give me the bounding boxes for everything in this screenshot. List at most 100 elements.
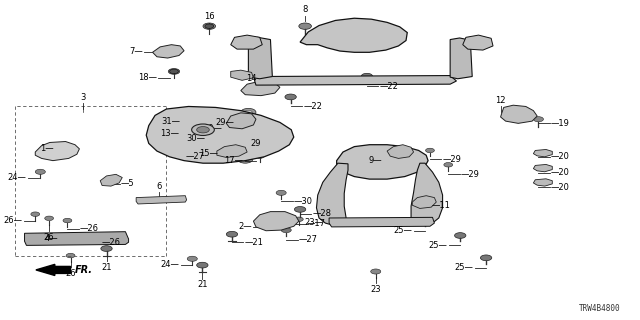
Text: 17—: 17—	[225, 156, 243, 165]
Polygon shape	[300, 18, 407, 52]
Circle shape	[347, 78, 352, 81]
Text: 29—: 29—	[216, 118, 234, 127]
Circle shape	[255, 154, 264, 158]
Polygon shape	[241, 81, 280, 96]
Text: FR.: FR.	[75, 265, 93, 275]
Circle shape	[397, 78, 402, 81]
Circle shape	[101, 246, 112, 252]
Text: 24—: 24—	[8, 173, 26, 182]
Polygon shape	[500, 105, 537, 123]
Text: 15—: 15—	[199, 149, 218, 158]
Circle shape	[244, 110, 252, 114]
Circle shape	[321, 78, 326, 81]
Circle shape	[152, 134, 168, 141]
Text: 25—: 25—	[429, 241, 447, 250]
Circle shape	[45, 216, 54, 220]
Text: 13—: 13—	[160, 129, 179, 138]
Circle shape	[156, 122, 164, 125]
Polygon shape	[411, 163, 443, 225]
Circle shape	[234, 116, 243, 120]
Circle shape	[419, 218, 431, 223]
Circle shape	[279, 132, 287, 136]
Text: 21: 21	[101, 263, 112, 272]
Circle shape	[152, 120, 168, 127]
Circle shape	[156, 136, 164, 140]
Circle shape	[294, 217, 303, 221]
Circle shape	[422, 78, 428, 81]
Circle shape	[63, 236, 68, 239]
Text: 23: 23	[371, 284, 381, 293]
Text: 25—: 25—	[394, 226, 412, 235]
Text: 18—: 18—	[138, 73, 157, 82]
Text: 7—: 7—	[129, 47, 143, 56]
Text: 8: 8	[303, 5, 308, 14]
Circle shape	[361, 73, 372, 79]
Polygon shape	[316, 163, 348, 225]
Polygon shape	[412, 196, 436, 208]
Polygon shape	[146, 107, 294, 163]
Text: 2—: 2—	[238, 222, 252, 231]
Text: —5: —5	[121, 180, 134, 188]
Text: 24—: 24—	[161, 260, 180, 269]
Circle shape	[47, 236, 52, 239]
Text: 3: 3	[81, 93, 86, 102]
Polygon shape	[231, 35, 262, 49]
Circle shape	[241, 108, 256, 116]
Text: 14: 14	[246, 74, 257, 83]
Circle shape	[116, 236, 122, 239]
Text: —30: —30	[294, 197, 313, 206]
Circle shape	[371, 269, 381, 274]
Circle shape	[205, 24, 214, 28]
Text: 21: 21	[197, 280, 207, 289]
Text: —29: —29	[443, 155, 461, 164]
Circle shape	[454, 233, 466, 238]
Polygon shape	[248, 37, 273, 79]
Circle shape	[372, 78, 377, 81]
Polygon shape	[387, 145, 413, 158]
Polygon shape	[533, 149, 552, 157]
Circle shape	[203, 23, 216, 29]
Polygon shape	[463, 35, 493, 50]
Circle shape	[299, 23, 312, 29]
Text: —20: —20	[551, 168, 570, 177]
Text: —21: —21	[244, 238, 264, 247]
Text: 31—: 31—	[161, 116, 180, 126]
Text: 25—: 25—	[454, 263, 474, 272]
Circle shape	[101, 236, 106, 239]
Circle shape	[533, 117, 543, 122]
Circle shape	[188, 256, 197, 261]
Circle shape	[196, 126, 209, 133]
Polygon shape	[217, 145, 247, 157]
Polygon shape	[227, 113, 256, 129]
Circle shape	[63, 218, 72, 223]
Text: —20: —20	[551, 183, 570, 192]
Text: 1—: 1—	[40, 144, 54, 153]
Text: —27: —27	[299, 235, 318, 244]
Text: 26: 26	[65, 269, 76, 278]
Polygon shape	[136, 196, 187, 204]
Circle shape	[271, 78, 276, 81]
Text: 23—: 23—	[305, 218, 323, 227]
Text: —22: —22	[380, 82, 399, 91]
Circle shape	[275, 131, 291, 138]
Circle shape	[296, 78, 301, 81]
Text: 6: 6	[156, 182, 161, 191]
Polygon shape	[253, 212, 299, 231]
Polygon shape	[255, 76, 456, 85]
Text: 12: 12	[495, 96, 506, 105]
Polygon shape	[152, 45, 184, 58]
Circle shape	[252, 121, 260, 125]
Text: —26: —26	[102, 238, 120, 247]
Text: —22: —22	[303, 102, 322, 111]
Circle shape	[426, 148, 435, 153]
Text: —11: —11	[431, 201, 450, 210]
Circle shape	[66, 253, 75, 258]
Circle shape	[444, 163, 452, 167]
Polygon shape	[329, 217, 435, 227]
Circle shape	[285, 94, 296, 100]
Circle shape	[168, 68, 180, 74]
Text: 26: 26	[44, 233, 54, 242]
Text: —20: —20	[551, 152, 570, 161]
Circle shape	[218, 130, 228, 135]
Polygon shape	[100, 174, 122, 186]
